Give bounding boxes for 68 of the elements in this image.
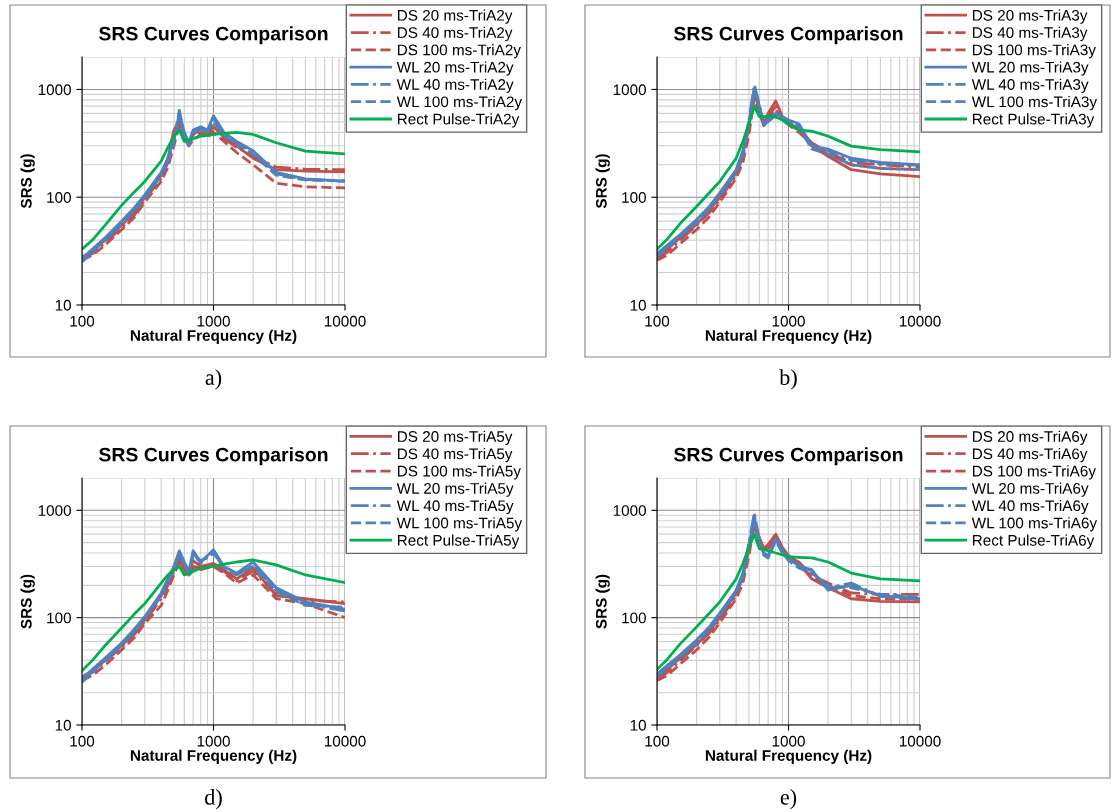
- legend-label: WL 100 ms-TriA3y: [971, 95, 1098, 111]
- y-tick-label: 10: [630, 299, 646, 311]
- chart-title: SRS Curves Comparison: [98, 26, 328, 45]
- x-tick-label: 10000: [899, 315, 941, 327]
- chart-title: SRS Curves Comparison: [673, 447, 903, 466]
- legend-label: DS 40 ms-TriA6y: [972, 448, 1088, 463]
- y-axis-title: SRS (g): [595, 574, 610, 629]
- y-tick-label: 100: [622, 192, 646, 203]
- legend-label: DS 20 ms-TriA6y: [972, 430, 1088, 445]
- x-tick-label: 10000: [899, 735, 941, 747]
- x-tick-label: 1000: [197, 315, 230, 327]
- legend-label: Rect Pulse-TriA6y: [972, 534, 1095, 549]
- legend-label: WL 100 ms-TriA6y: [971, 517, 1098, 532]
- x-tick-label: 10000: [324, 315, 366, 327]
- y-tick-label: 100: [47, 192, 71, 203]
- legend-label: WL 20 ms-TriA2y: [396, 61, 514, 76]
- legend-label: WL 20 ms-TriA5y: [396, 482, 514, 497]
- legend-label: DS 100 ms-TriA6y: [972, 465, 1096, 480]
- y-tick-label: 1000: [613, 505, 646, 516]
- legend-label: Rect Pulse-TriA3y: [972, 113, 1095, 128]
- y-tick-label: 10: [630, 719, 646, 731]
- legend-label: WL 20 ms-TriA6y: [971, 482, 1089, 497]
- legend-label: DS 100 ms-TriA3y: [972, 44, 1096, 59]
- x-tick-label: 100: [645, 735, 670, 747]
- y-tick-label: 100: [47, 612, 71, 624]
- y-tick-label: 10: [55, 719, 71, 731]
- chart-title: SRS Curves Comparison: [98, 447, 328, 466]
- y-tick-label: 1000: [38, 505, 71, 516]
- legend-label: DS 20 ms-TriA3y: [972, 9, 1088, 24]
- legend-label: DS 40 ms-TriA5y: [397, 448, 513, 463]
- chart-title: SRS Curves Comparison: [673, 26, 903, 45]
- legend-label: WL 20 ms-TriA3y: [971, 61, 1089, 76]
- x-tick-label: 100: [645, 315, 670, 327]
- text: b): [779, 369, 797, 390]
- legend-label: WL 100 ms-TriA5y: [396, 517, 523, 532]
- x-tick-label: 10000: [324, 735, 366, 747]
- text: e): [780, 789, 797, 810]
- legend-label: DS 20 ms-TriA5y: [397, 430, 513, 445]
- x-tick-label: 100: [70, 315, 95, 327]
- y-axis-title: SRS (g): [20, 154, 35, 209]
- y-tick-label: 100: [622, 612, 646, 624]
- x-tick-label: 1000: [772, 735, 805, 747]
- x-axis-title: Natural Frequency (Hz): [705, 329, 872, 344]
- legend-label: DS 40 ms-TriA2y: [397, 26, 513, 42]
- x-tick-label: 1000: [197, 735, 230, 747]
- legend-label: DS 100 ms-TriA5y: [397, 465, 521, 480]
- y-tick-label: 1000: [613, 84, 646, 96]
- text: a): [205, 369, 222, 390]
- legend-label: DS 40 ms-TriA3y: [972, 26, 1088, 42]
- legend-label: DS 100 ms-TriA2y: [397, 44, 521, 59]
- text: d): [205, 789, 222, 810]
- legend-label: WL 100 ms-TriA2y: [396, 95, 523, 111]
- legend-label: WL 40 ms-TriA3y: [971, 78, 1089, 93]
- legend-label: WL 40 ms-TriA2y: [396, 78, 514, 93]
- x-tick-label: 100: [70, 735, 95, 747]
- y-tick-label: 10: [55, 299, 71, 311]
- legend-label: DS 20 ms-TriA2y: [397, 9, 513, 24]
- y-tick-label: 1000: [38, 84, 71, 96]
- x-axis-title: Natural Frequency (Hz): [130, 329, 297, 344]
- legend-label: Rect Pulse-TriA5y: [397, 534, 520, 549]
- legend-label: Rect Pulse-TriA2y: [397, 113, 520, 128]
- x-axis-title: Natural Frequency (Hz): [705, 749, 872, 764]
- legend-label: WL 40 ms-TriA5y: [396, 499, 514, 515]
- x-tick-label: 1000: [772, 315, 805, 327]
- x-axis-title: Natural Frequency (Hz): [130, 749, 297, 764]
- y-axis-title: SRS (g): [20, 574, 35, 629]
- y-axis-title: SRS (g): [595, 154, 610, 209]
- legend-label: WL 40 ms-TriA6y: [971, 499, 1089, 515]
